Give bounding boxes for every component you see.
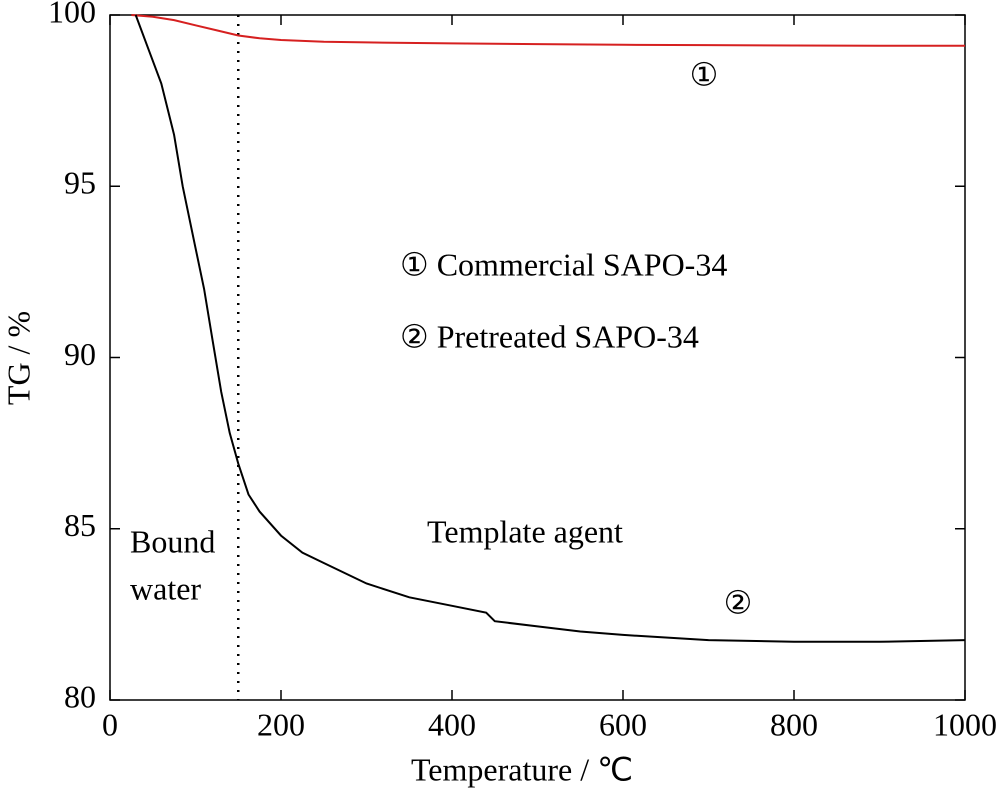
series-line	[134, 14, 966, 643]
x-tick-label: 600	[599, 706, 647, 742]
annotation: ②	[724, 584, 753, 620]
x-tick-label: 1000	[933, 706, 997, 742]
annotation: Template agent	[427, 513, 623, 549]
x-axis-label: Temperature / ℃	[411, 751, 633, 787]
x-tick-label: 200	[257, 706, 305, 742]
annotation: Bound	[130, 523, 215, 559]
annotation: ② Pretreated SAPO-34	[400, 318, 699, 354]
series-line	[131, 14, 965, 47]
annotation: ① Commercial SAPO-34	[400, 246, 727, 282]
y-tick-label: 95	[64, 165, 96, 201]
x-tick-label: 800	[770, 706, 818, 742]
y-tick-label: 100	[48, 0, 96, 29]
x-tick-label: 0	[102, 706, 118, 742]
y-tick-label: 80	[64, 678, 96, 714]
y-tick-label: 90	[64, 336, 96, 372]
y-tick-label: 85	[64, 507, 96, 543]
annotation: water	[130, 570, 201, 606]
y-axis-label: TG / %	[0, 311, 36, 405]
annotation: ①	[690, 56, 719, 92]
x-tick-label: 400	[428, 706, 476, 742]
